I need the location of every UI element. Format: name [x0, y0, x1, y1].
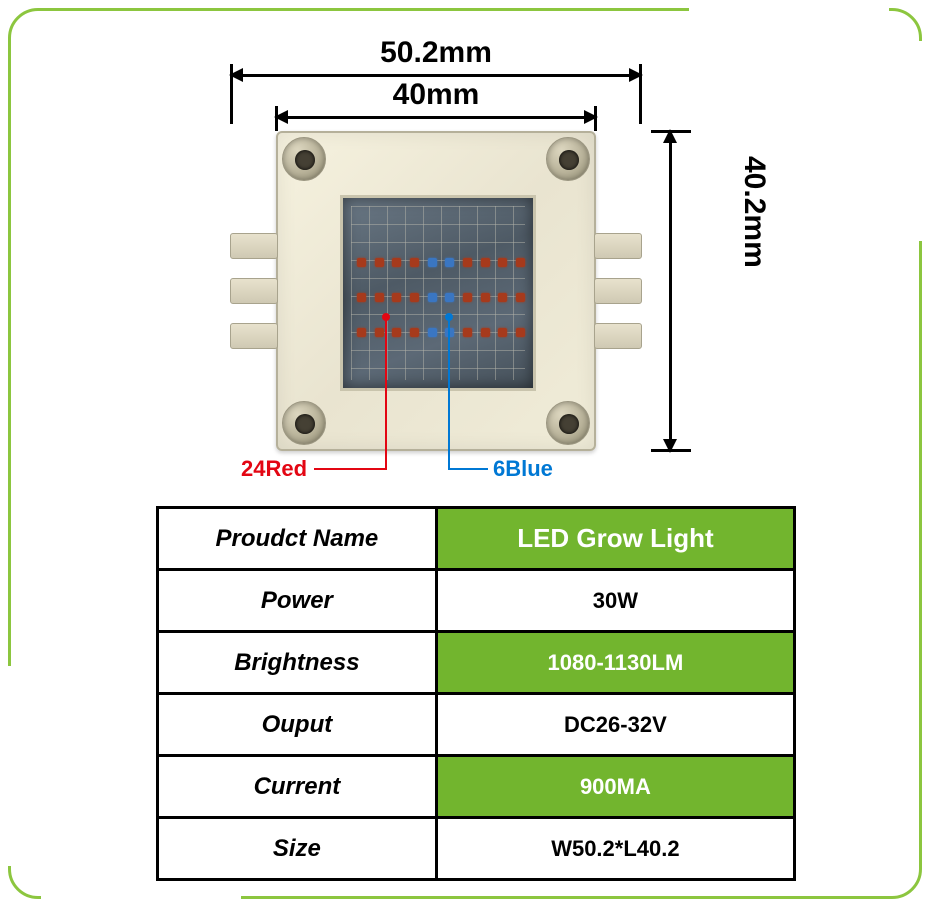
table-row: Proudct NameLED Grow Light: [158, 508, 795, 570]
table-row: Current900MA: [158, 756, 795, 818]
spec-label: Proudct Name: [158, 508, 437, 570]
red-led-icon: [463, 258, 472, 267]
led-row: [357, 328, 525, 338]
red-led-icon: [392, 258, 401, 267]
red-led-icon: [392, 328, 401, 337]
spec-label: Size: [158, 818, 437, 880]
callout-red-label: 24Red: [241, 456, 307, 482]
spec-value: LED Grow Light: [436, 508, 794, 570]
spec-value: 30W: [436, 570, 794, 632]
red-led-icon: [375, 328, 384, 337]
led-row: [357, 293, 525, 303]
table-row: OuputDC26-32V: [158, 694, 795, 756]
solder-tab-icon: [594, 233, 642, 259]
red-led-icon: [498, 258, 507, 267]
chip-diagram: 50.2mm 40mm 40.2mm: [181, 36, 751, 491]
blue-led-icon: [445, 293, 454, 302]
red-led-icon: [463, 293, 472, 302]
red-led-icon: [410, 258, 419, 267]
red-led-icon: [516, 328, 525, 337]
blue-led-icon: [428, 258, 437, 267]
spec-label: Current: [158, 756, 437, 818]
table-row: Power30W: [158, 570, 795, 632]
spec-label: Ouput: [158, 694, 437, 756]
spec-label: Brightness: [158, 632, 437, 694]
callout-blue-label: 6Blue: [493, 456, 553, 482]
red-led-icon: [516, 293, 525, 302]
solder-tab-icon: [230, 278, 278, 304]
solder-tab-icon: [230, 323, 278, 349]
red-led-icon: [516, 258, 525, 267]
spec-value: 900MA: [436, 756, 794, 818]
red-led-icon: [375, 258, 384, 267]
red-led-icon: [410, 293, 419, 302]
led-die: [340, 195, 536, 391]
red-led-icon: [481, 328, 490, 337]
callout-line-blue: [448, 319, 450, 469]
red-led-icon: [498, 328, 507, 337]
led-row: [357, 258, 525, 268]
outer-frame: 50.2mm 40mm 40.2mm: [8, 8, 922, 899]
dim-inner-width: 40mm: [281, 78, 591, 112]
chip-body: [276, 131, 596, 451]
red-led-icon: [357, 258, 366, 267]
dim-outer-width: 50.2mm: [231, 36, 641, 70]
spec-value: W50.2*L40.2: [436, 818, 794, 880]
blue-led-icon: [428, 293, 437, 302]
callout-line-red: [385, 319, 387, 469]
screw-hole-icon: [546, 137, 590, 181]
red-led-icon: [375, 293, 384, 302]
screw-hole-icon: [282, 137, 326, 181]
red-led-icon: [481, 258, 490, 267]
solder-tab-icon: [594, 278, 642, 304]
red-led-icon: [410, 328, 419, 337]
red-led-icon: [357, 328, 366, 337]
blue-led-icon: [445, 258, 454, 267]
red-led-icon: [357, 293, 366, 302]
screw-hole-icon: [282, 401, 326, 445]
screw-hole-icon: [546, 401, 590, 445]
solder-tab-icon: [230, 233, 278, 259]
spec-value: 1080-1130LM: [436, 632, 794, 694]
blue-led-icon: [428, 328, 437, 337]
spec-value: DC26-32V: [436, 694, 794, 756]
red-led-icon: [463, 328, 472, 337]
dim-height: 40.2mm: [737, 156, 771, 268]
spec-label: Power: [158, 570, 437, 632]
table-row: Brightness1080-1130LM: [158, 632, 795, 694]
solder-tab-icon: [594, 323, 642, 349]
table-row: SizeW50.2*L40.2: [158, 818, 795, 880]
red-led-icon: [392, 293, 401, 302]
red-led-icon: [498, 293, 507, 302]
red-led-icon: [481, 293, 490, 302]
spec-table: Proudct NameLED Grow LightPower30WBright…: [156, 506, 796, 881]
